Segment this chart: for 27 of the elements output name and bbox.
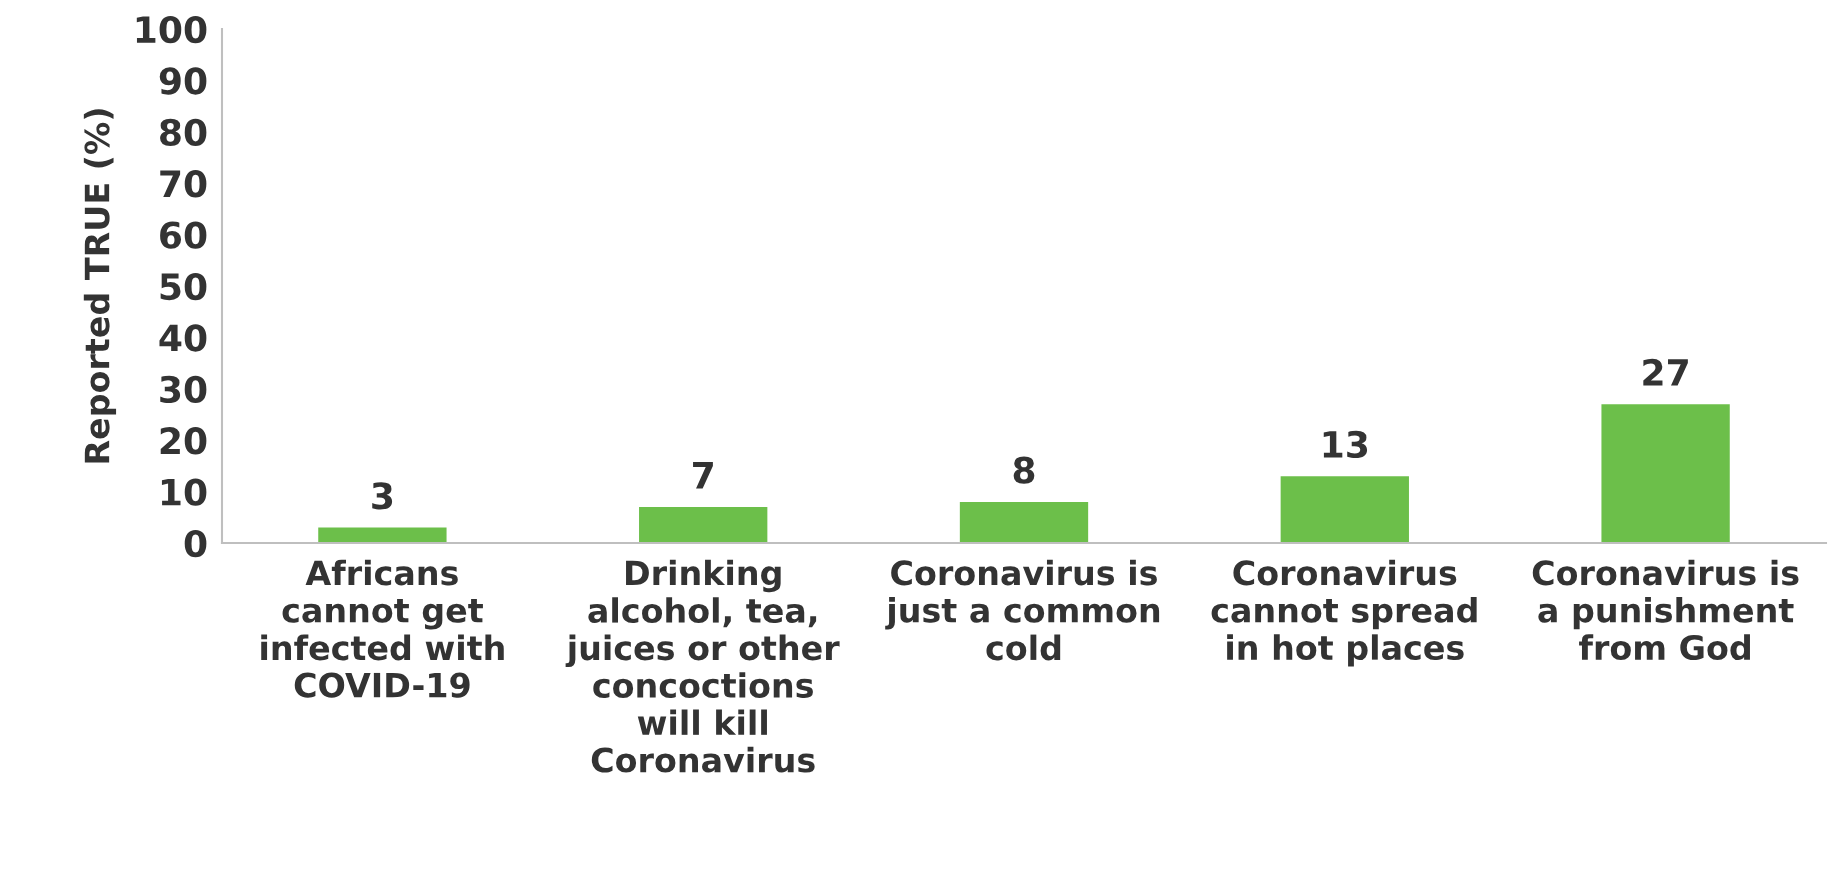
bar xyxy=(318,527,447,543)
x-tick-label: Drinking alcohol, tea, juices or other concoctions will kill Coronavirus xyxy=(565,559,840,773)
y-tick-label: 40 xyxy=(159,324,207,352)
x-tick-label: Coronavirus cannot spread in hot places xyxy=(1211,559,1477,667)
bar xyxy=(639,507,768,543)
y-tick-label: 50 xyxy=(160,272,207,301)
y-tick-label: 20 xyxy=(160,427,207,455)
y-tick-label: 30 xyxy=(160,375,207,404)
x-tick-label: Coronavirus is just a common cold xyxy=(885,559,1160,661)
x-tick-label: Africans cannot get infected with COVID-19 xyxy=(261,559,504,698)
y-tick-label: 60 xyxy=(160,221,207,249)
data-label: 13 xyxy=(1323,430,1368,459)
y-tick-label: 0 xyxy=(184,529,207,558)
bar xyxy=(959,501,1089,543)
y-axis-title: Reported TRUE (%) xyxy=(83,109,117,463)
bar xyxy=(1280,476,1409,543)
y-tick-label: 80 xyxy=(160,118,207,147)
y-tick-label: 90 xyxy=(159,67,207,95)
data-label: 8 xyxy=(1013,456,1035,484)
y-tick-label: 70 xyxy=(160,170,207,198)
y-tick-label: 10 xyxy=(161,478,207,506)
data-label: 7 xyxy=(693,462,713,489)
y-tick-label: 100 xyxy=(136,15,207,44)
data-label: 27 xyxy=(1643,358,1688,386)
x-tick-label: Coronavirus is a punishment from God xyxy=(1532,559,1799,661)
data-label: 3 xyxy=(372,482,393,510)
bar xyxy=(1601,404,1730,543)
